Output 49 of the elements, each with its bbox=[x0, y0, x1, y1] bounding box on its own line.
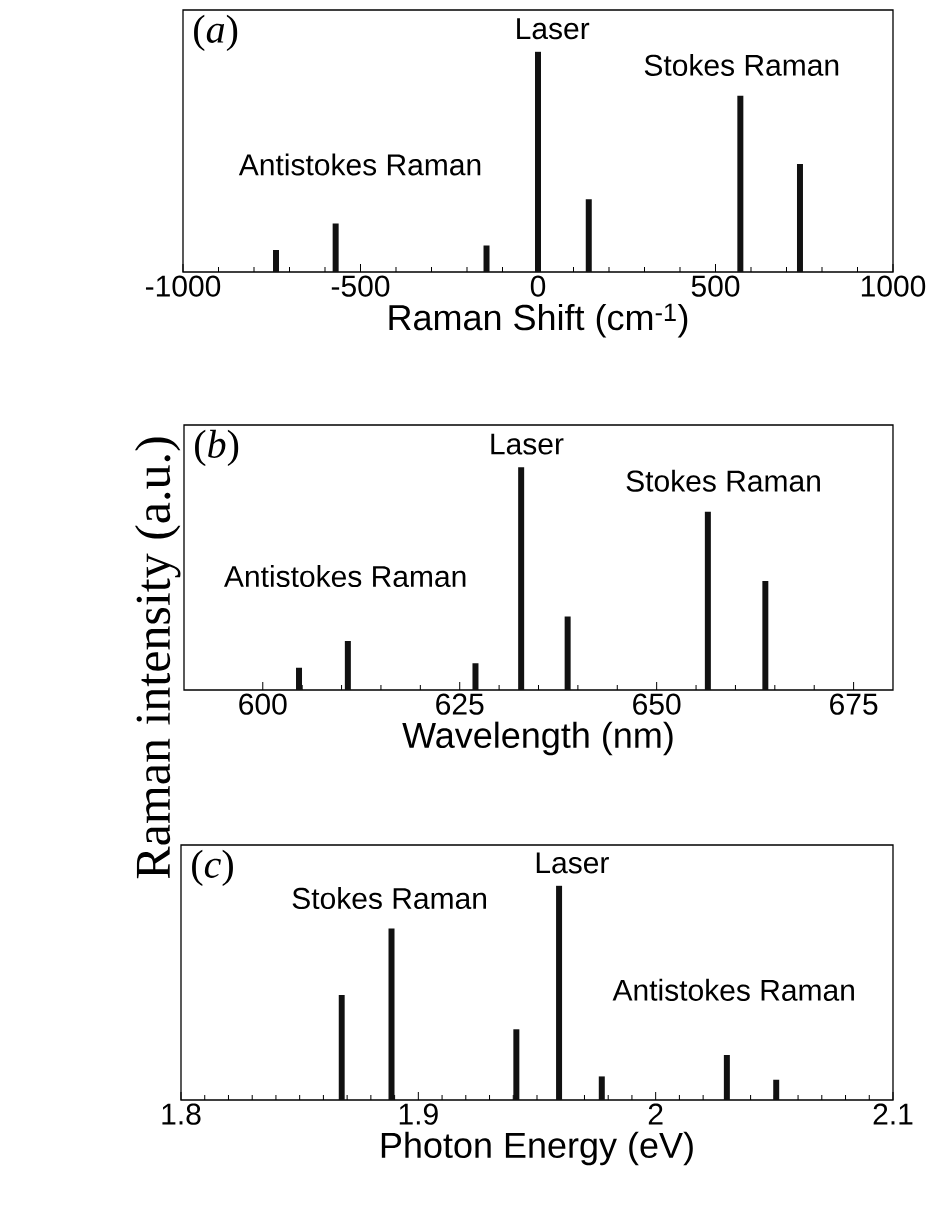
bar bbox=[598, 1076, 605, 1100]
x-tick-label: 650 bbox=[633, 693, 681, 715]
x-tick-label: 1.9 bbox=[399, 1103, 438, 1125]
x-tick-label: 1000 bbox=[861, 275, 926, 297]
x-tick-label: 500 bbox=[691, 275, 740, 297]
bar bbox=[388, 928, 395, 1100]
annotation: Stokes Raman bbox=[292, 887, 487, 910]
x-tick-label: 1.8 bbox=[162, 1103, 201, 1125]
x-axis-title: Wavelength (nm) bbox=[402, 721, 673, 756]
text: Laser bbox=[517, 18, 590, 40]
bar bbox=[762, 580, 769, 690]
annotation: Antistokes Raman bbox=[612, 978, 854, 1001]
x-tick-label: 675 bbox=[830, 693, 878, 715]
x-axis-title: Photon Energy (eV) bbox=[381, 1131, 693, 1166]
y-axis-title: Raman intensity (a.u.) bbox=[134, 437, 181, 879]
bar bbox=[338, 994, 345, 1100]
bar bbox=[704, 511, 711, 690]
bar bbox=[273, 249, 280, 272]
x-tick-label: -500 bbox=[331, 275, 390, 297]
bar bbox=[344, 641, 351, 690]
bar bbox=[518, 467, 525, 690]
bar bbox=[332, 223, 339, 272]
text: Laser bbox=[536, 852, 609, 874]
annotation: (c) bbox=[192, 849, 233, 887]
bar bbox=[296, 667, 303, 690]
x-axis-title: Raman Shift (cm$^{-1}$) bbox=[389, 303, 688, 338]
x-tick-label: -1000 bbox=[145, 275, 221, 297]
bar bbox=[773, 1079, 780, 1100]
annotation: Antistokes Raman bbox=[238, 153, 481, 176]
x-tick-label: 600 bbox=[239, 693, 287, 715]
annotation: Stokes Raman bbox=[626, 469, 820, 492]
x-tick-label: 0 bbox=[530, 275, 546, 297]
bar bbox=[535, 51, 541, 272]
annotation: Stokes Raman bbox=[644, 53, 839, 76]
text: Laser bbox=[491, 433, 564, 455]
bar bbox=[483, 245, 490, 272]
x-tick-label: 2.1 bbox=[873, 1103, 913, 1125]
x-tick-label: 2 bbox=[648, 1103, 663, 1125]
bar bbox=[723, 1054, 730, 1100]
bar bbox=[513, 1029, 520, 1100]
annotation: Antistokes Raman bbox=[223, 565, 466, 588]
bar bbox=[556, 885, 563, 1100]
text: (b) bbox=[195, 429, 239, 467]
bar bbox=[737, 95, 744, 272]
text: (a) bbox=[194, 14, 238, 52]
x-tick-label: 625 bbox=[436, 693, 484, 715]
bar bbox=[472, 663, 479, 690]
bar bbox=[585, 199, 592, 272]
bar bbox=[564, 616, 571, 690]
